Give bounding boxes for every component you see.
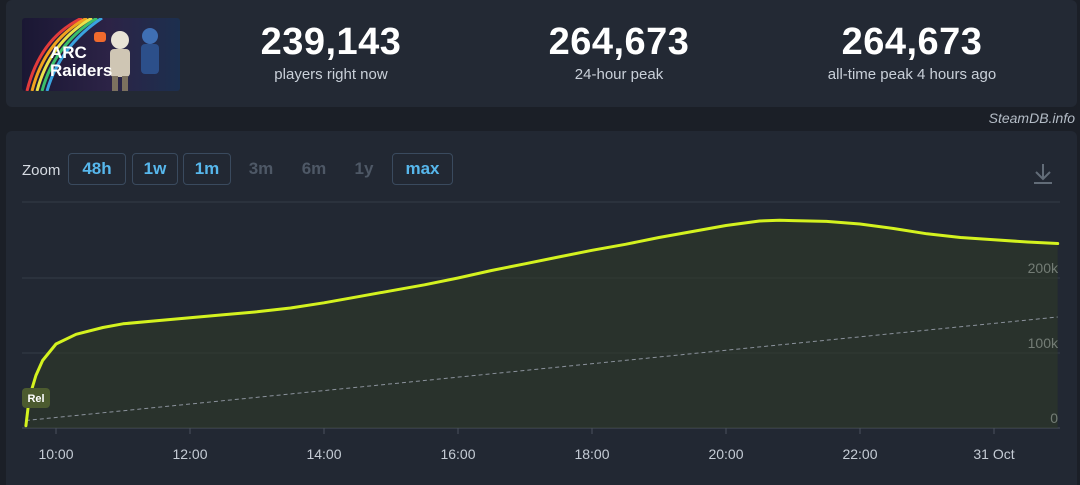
stat-current-players: 239,143 players right now bbox=[201, 22, 461, 83]
game-art: ARC Raiders bbox=[25, 18, 159, 91]
series-line bbox=[24, 218, 1060, 428]
zoom-label: Zoom bbox=[22, 162, 61, 179]
steamdb-credit[interactable]: SteamDB.info bbox=[988, 110, 1075, 126]
release-badge bbox=[22, 388, 50, 408]
zoom-max-button[interactable]: max bbox=[392, 153, 453, 185]
zoom-1y-button: 1y bbox=[354, 159, 374, 178]
x-tick-label: 10:00 bbox=[38, 446, 73, 462]
stats-panel: ARC Raiders 239,143 players right now 26… bbox=[6, 0, 1077, 107]
zoom-6m-button: 6m bbox=[301, 159, 327, 178]
x-tick-label: 12:00 bbox=[172, 446, 207, 462]
game-thumbnail[interactable]: ARC Raiders bbox=[22, 18, 180, 91]
zoom-1w-button[interactable]: 1w bbox=[132, 153, 178, 185]
stat-all-time-peak: 264,673 all-time peak 4 hours ago bbox=[782, 22, 1042, 83]
zoom-3m-button: 3m bbox=[248, 159, 274, 178]
x-tick-label: 14:00 bbox=[306, 446, 341, 462]
current-players-value: 239,143 bbox=[260, 21, 402, 63]
peak-24h-label: 24-hour peak bbox=[574, 66, 664, 83]
all-time-peak-value: 264,673 bbox=[841, 21, 983, 63]
zoom-1m-button[interactable]: 1m bbox=[183, 153, 231, 185]
download-icon[interactable] bbox=[1032, 162, 1054, 186]
x-tick-label: 16:00 bbox=[440, 446, 475, 462]
x-tick-label: 22:00 bbox=[842, 446, 877, 462]
x-tick-label: 18:00 bbox=[574, 446, 609, 462]
stat-24h-peak: 264,673 24-hour peak bbox=[489, 22, 749, 83]
current-players-label: players right now bbox=[274, 66, 388, 83]
x-tick-label: 31 Oct bbox=[973, 446, 1014, 462]
zoom-48h-button[interactable]: 48h bbox=[68, 153, 126, 185]
game-logo-line1: ARC bbox=[50, 43, 87, 62]
game-logo-line2: Raiders bbox=[50, 61, 112, 80]
peak-24h-value: 264,673 bbox=[548, 21, 690, 63]
series-area bbox=[25, 220, 1058, 428]
release-badge-label: Rel bbox=[27, 393, 44, 405]
trend-line bbox=[25, 316, 1058, 421]
x-tick-label: 20:00 bbox=[708, 446, 743, 462]
all-time-peak-label: all-time peak 4 hours ago bbox=[827, 66, 997, 83]
